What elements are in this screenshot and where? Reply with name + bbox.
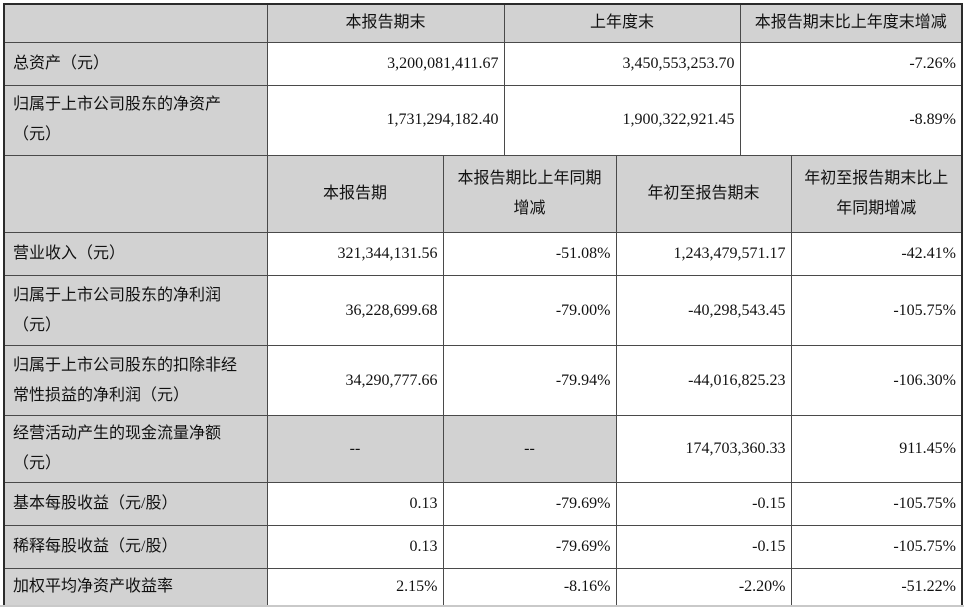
cell-value: -44,016,825.23 <box>615 345 792 416</box>
cell-value: 0.13 <box>266 482 444 526</box>
period-end-summary-table: 本报告期末 上年度末 本报告期末比上年度末增减 总资产（元） 3,200,081… <box>3 3 963 156</box>
reporting-period-summary-table: 本报告期 本报告期比上年同期 增减 年初至报告期末 年初至报告期末比上 年同期增… <box>3 155 963 607</box>
cell-value: -79.00% <box>442 275 617 346</box>
row-label: 经营活动产生的现金流量净额 （元） <box>3 415 268 483</box>
row-label: 归属于上市公司股东的扣除非经 常性损益的净利润（元） <box>3 345 268 416</box>
row-label: 营业收入（元） <box>3 232 268 276</box>
cell-value: 36,228,699.68 <box>266 275 444 346</box>
cell-value-na: -- <box>442 415 617 483</box>
table-row-net-profit: 归属于上市公司股东的净利润 （元） 36,228,699.68 -79.00% … <box>3 275 963 346</box>
table-row-weighted-avg-roe: 加权平均净资产收益率 2.15% -8.16% -2.20% -51.22% <box>3 568 963 607</box>
table-row-net-profit-excl-nonrecurring: 归属于上市公司股东的扣除非经 常性损益的净利润（元） 34,290,777.66… <box>3 345 963 416</box>
cell-value: -106.30% <box>790 345 963 416</box>
page-edge-divider <box>0 605 964 607</box>
cell-value: -7.26% <box>739 41 963 86</box>
cell-value: -0.15 <box>615 482 792 526</box>
cell-value: -79.94% <box>442 345 617 416</box>
row-label: 总资产（元） <box>3 41 268 86</box>
column-header-prior-year-end: 上年度末 <box>503 3 741 43</box>
column-header-current-period: 本报告期 <box>266 155 444 233</box>
cell-value: 1,900,322,921.45 <box>503 84 741 156</box>
cell-value: -0.15 <box>615 525 792 569</box>
cell-value: -42.41% <box>790 232 963 276</box>
cell-value: 321,344,131.56 <box>266 232 444 276</box>
table-row-basic-eps: 基本每股收益（元/股） 0.13 -79.69% -0.15 -105.75% <box>3 482 963 526</box>
cell-value-na: -- <box>266 415 444 483</box>
cell-value: -105.75% <box>790 525 963 569</box>
table-row-diluted-eps: 稀释每股收益（元/股） 0.13 -79.69% -0.15 -105.75% <box>3 525 963 569</box>
cell-value: -105.75% <box>790 275 963 346</box>
row-label: 加权平均净资产收益率 <box>3 568 268 607</box>
row-label: 归属于上市公司股东的净资产 （元） <box>3 84 268 156</box>
cell-value: 911.45% <box>790 415 963 483</box>
cell-value: 2.15% <box>266 568 444 607</box>
cell-value: -8.16% <box>442 568 617 607</box>
cell-value: -51.08% <box>442 232 617 276</box>
cell-value: 1,731,294,182.40 <box>266 84 505 156</box>
corner-empty-cell <box>3 155 268 233</box>
row-label: 归属于上市公司股东的净利润 （元） <box>3 275 268 346</box>
cell-value: 0.13 <box>266 525 444 569</box>
cell-value: 3,450,553,253.70 <box>503 41 741 86</box>
table-row-total-assets: 总资产（元） 3,200,081,411.67 3,450,553,253.70… <box>3 41 963 86</box>
table-row-net-assets: 归属于上市公司股东的净资产 （元） 1,731,294,182.40 1,900… <box>3 84 963 156</box>
cell-value: 1,243,479,571.17 <box>615 232 792 276</box>
table-row-operating-cash-flow: 经营活动产生的现金流量净额 （元） -- -- 174,703,360.33 9… <box>3 415 963 483</box>
cell-value: 34,290,777.66 <box>266 345 444 416</box>
table-header-row: 本报告期 本报告期比上年同期 增减 年初至报告期末 年初至报告期末比上 年同期增… <box>3 155 963 233</box>
cell-value: -105.75% <box>790 482 963 526</box>
cell-value: -2.20% <box>615 568 792 607</box>
table-row-operating-revenue: 营业收入（元） 321,344,131.56 -51.08% 1,243,479… <box>3 232 963 276</box>
cell-value: -40,298,543.45 <box>615 275 792 346</box>
column-header-current-period-end: 本报告期末 <box>266 3 505 43</box>
column-header-ytd-change-vs-same-period: 年初至报告期末比上 年同期增减 <box>790 155 963 233</box>
corner-empty-cell <box>3 3 268 43</box>
cell-value: 174,703,360.33 <box>615 415 792 483</box>
row-label: 稀释每股收益（元/股） <box>3 525 268 569</box>
cell-value: 3,200,081,411.67 <box>266 41 505 86</box>
column-header-year-to-date: 年初至报告期末 <box>615 155 792 233</box>
table-header-row: 本报告期末 上年度末 本报告期末比上年度末增减 <box>3 3 963 43</box>
cell-value: -51.22% <box>790 568 963 607</box>
column-header-change-vs-prior-year-end: 本报告期末比上年度末增减 <box>739 3 963 43</box>
cell-value: -79.69% <box>442 482 617 526</box>
cell-value: -8.89% <box>739 84 963 156</box>
cell-value: -79.69% <box>442 525 617 569</box>
column-header-change-vs-same-period: 本报告期比上年同期 增减 <box>442 155 617 233</box>
row-label: 基本每股收益（元/股） <box>3 482 268 526</box>
